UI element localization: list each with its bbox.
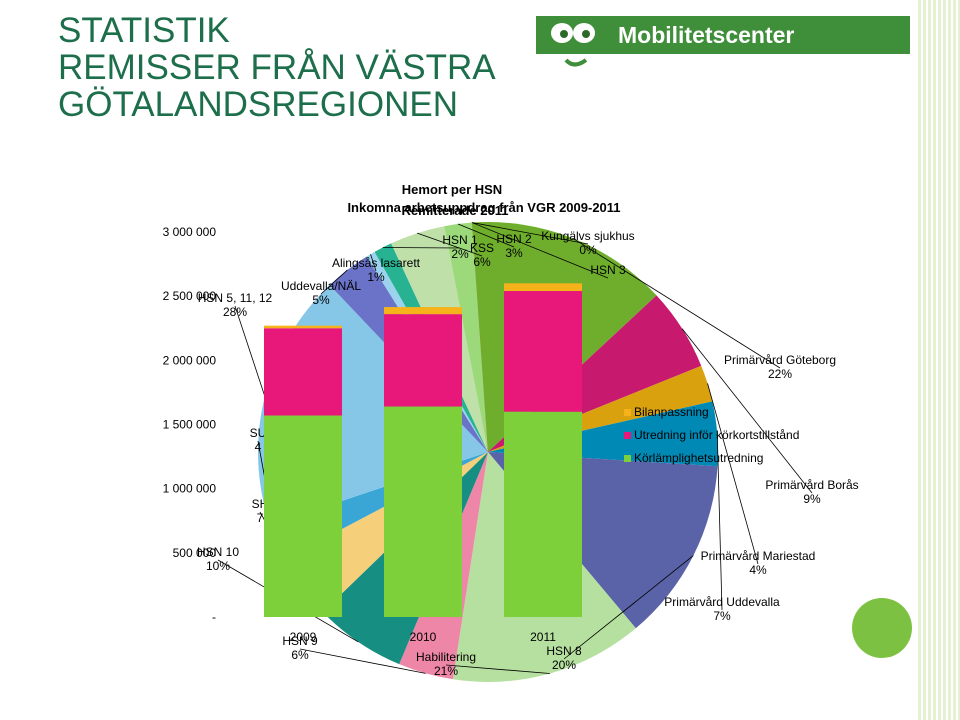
bar-2009-utredning-inf-r-k-rkortstillst-nd [264,328,342,416]
pie-pct-kss: 6% [473,255,491,269]
pie-leader-kss [417,232,483,257]
mobilitetscenter-logo: Mobilitetscenter [536,16,910,67]
pie-label-hsn-5-11-12: HSN 5, 11, 12 28% [198,291,273,319]
pie-label-hsn-9: HSN 9 6% [282,634,318,662]
x-tick-label: 2011 [530,630,556,644]
pie-label-hsn-2: HSN 2 3% [496,232,532,260]
bar-2010-bilanpassning [384,307,462,315]
pie-pct-prim-rv-rd-uddevalla: 7% [713,609,731,623]
bar-chart-title: Inkomna arbetsuppdrag från VGR 2009-2011 [347,200,620,215]
pie-leader-habilitering [445,664,550,674]
legend-swatch-k-rl-mplighetsutredning [624,455,631,462]
bar-chart: 2009 2010 2011 [264,283,582,644]
legend-label-utredning-inf-r-k-rkortstillst-nd: Utredning inför körkortstillstånd [634,428,799,442]
y-tick-label: - [212,610,216,624]
bar-2010-k-rl-mplighetsutredning [384,406,462,617]
pie-label-habilitering: Habilitering 21% [416,650,476,678]
title-line-3: GÖTALANDSREGIONEN [58,85,458,124]
pie-label-hsn-8: HSN 8 20% [546,644,582,672]
pie-label-su: SU 4 [250,426,267,454]
pie-label-hsn-10: HSN 10 10% [197,545,239,573]
pie-leader-hsn-5-11-12 [234,305,266,397]
y-tick-label: 1 500 000 [163,418,217,432]
bar-2009-k-rl-mplighetsutredning [264,415,342,617]
pie-leader-alings-s-lasarett [370,254,377,272]
pie-slice-hsn-2 [444,222,488,452]
bar-chart-legend: Bilanpassning Utredning inför körkortstil… [624,405,799,465]
pie-pct-prim-rv-rd-bor-s: 9% [803,492,821,506]
pie-chart-title: Hemort per HSN [402,182,502,197]
pie-chart-subtitle: Remitterade 2011 [402,203,509,218]
pie-leader-prim-rv-rd-bor-s [681,328,813,494]
bar-chart-axis: 3 000 000 2 500 000 2 000 000 1 500 000 1 00… [163,225,217,624]
y-tick-label: 2 500 000 [163,289,217,303]
bar-2011-k-rl-mplighetsutredning [504,411,582,617]
title-line-1: STATISTIK [58,11,230,50]
y-tick-label: 2 000 000 [163,353,217,367]
pie-label-kss: KSS 6% [470,241,494,269]
pie-label-prim-rv-rd-g-teborg: Primärvård Göteborg 22% [724,353,836,381]
pie-leader-prim-rv-rd-mariestad [707,383,759,565]
pie-leader-hsn-3 [471,222,609,279]
slide-title: STATISTIK REMISSER FRÅN VÄSTRA GÖTALANDS… [58,12,496,123]
pie-leader-kung-lvs-sjukhus [471,222,589,245]
pie-label-prim-rv-rd-mariestad: Primärvård Mariestad 4% [701,549,816,577]
pie-leader-hsn-9 [299,648,426,674]
decorative-green-dot [852,598,912,658]
pie-pct-hsn-10: 10% [206,559,230,573]
bar-2010-utredning-inf-r-k-rkortstillst-nd [384,314,462,407]
pie-pct-hsn-5-11-12: 28% [223,305,247,319]
pie-leader-prim-rv-rd-uddevalla [716,433,723,611]
pie-leader-hsn-8 [563,555,694,660]
pie-label-hsn-3: HSN 3 [590,263,626,277]
logo-text: Mobilitetscenter [618,22,794,48]
logo-banner [536,16,910,54]
pie-pct-hsn-8: 20% [552,658,576,672]
y-tick-label: 500 000 [173,546,217,560]
pie-pct-hsn-1: 2% [451,247,469,261]
pie-pct-hsn-9: 6% [291,648,309,662]
legend-label-bilanpassning: Bilanpassning [634,405,709,419]
y-tick-label: 1 000 000 [163,482,217,496]
decorative-stripes [918,0,960,720]
pie-pct-prim-rv-rd-g-teborg: 22% [768,367,792,381]
pie-label-uddevalla-n-l: Uddevalla/NÄL 5% [281,279,361,307]
pie-pct-prim-rv-rd-mariestad: 4% [749,563,767,577]
pie-pct-kung-lvs-sjukhus: 0% [579,243,597,257]
pie-pct-alings-s-lasarett: 1% [367,270,385,284]
x-tick-label: 2009 [290,630,317,644]
y-tick-label: 3 000 000 [163,225,217,239]
bar-2009-bilanpassning [264,325,342,329]
pie-pct-sh: 7 [257,511,264,525]
pie-leader-hsn-1 [382,247,461,249]
pie-leader-hsn-2 [457,223,515,248]
legend-swatch-bilanpassning [624,409,631,416]
bar-2011-utredning-inf-r-k-rkortstillst-nd [504,291,582,412]
pie-leader-uddevalla-n-l [320,269,348,295]
legend-label-k-rl-mplighetsutredning: Körlämplighetsutredning [634,451,763,465]
x-tick-label: 2010 [410,630,437,644]
legend-swatch-utredning-inf-r-k-rkortstillst-nd [624,432,631,439]
title-line-2: REMISSER FRÅN VÄSTRA [58,48,496,87]
pie-pct-habilitering: 21% [434,664,458,678]
pie-label-prim-rv-rd-bor-s: Primärvård Borås 9% [765,478,858,506]
pie-leader-prim-rv-rd-g-teborg [572,237,781,369]
logo-eyes-icon [551,23,595,67]
pie-label-hsn-1: HSN 1 2% [442,233,478,261]
pie-pct-hsn-2: 3% [505,246,523,260]
pie-label-alings-s-lasarett: Alingsås lasarett 1% [332,256,421,284]
pie-pct-uddevalla-n-l: 5% [312,293,330,307]
pie-pct-su: 4 [255,440,262,454]
bar-2011-bilanpassning [504,283,582,292]
